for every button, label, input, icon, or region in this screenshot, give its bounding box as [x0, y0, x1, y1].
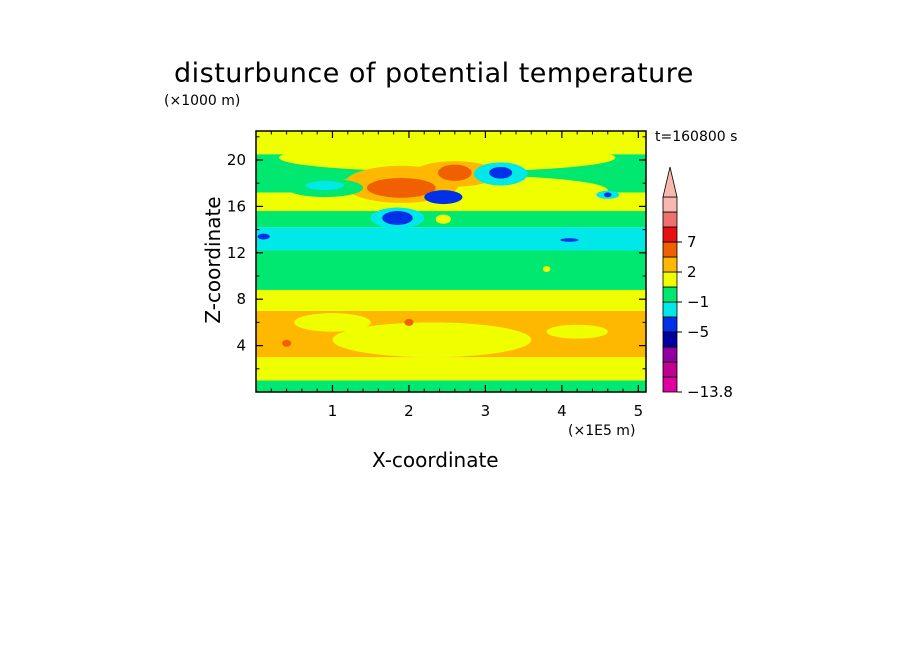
y-tick-label: 16 [227, 197, 246, 215]
contour-blob [382, 211, 413, 225]
y-tick-label: 20 [227, 151, 246, 169]
contour-blob [294, 313, 371, 332]
contour-blob [603, 192, 612, 198]
x-tick-label: 5 [634, 402, 644, 420]
x-axis-label: X-coordinate [372, 448, 499, 472]
contour-blob [560, 238, 579, 242]
colorbar-segment [662, 376, 678, 393]
contour-band [256, 380, 646, 392]
contour-blob [435, 214, 451, 224]
colorbar-segment [662, 271, 678, 288]
contour-blob [332, 322, 532, 358]
contour-blob [489, 166, 513, 179]
colorbar-segment [662, 331, 678, 348]
colorbar-segment [662, 286, 678, 303]
x-tick-label: 1 [328, 402, 338, 420]
colorbar-label: 2 [687, 263, 697, 281]
contour-band [256, 211, 646, 228]
contour-blob [282, 339, 292, 347]
x-tick-label: 4 [557, 402, 567, 420]
x-tick-label: 2 [404, 402, 414, 420]
contour-band [256, 227, 646, 251]
contour-band [256, 357, 646, 381]
contour-blob [546, 324, 608, 339]
contour-band [256, 250, 646, 290]
colorbar-segment [662, 196, 678, 213]
time-label: t=160800 s [655, 129, 738, 145]
plot-frame [255, 130, 647, 393]
contour-blob [305, 180, 344, 191]
contour-blob [438, 164, 472, 181]
y-tick-label: 12 [227, 244, 246, 262]
y-tick-label: 8 [236, 290, 246, 308]
colorbar-segment [662, 301, 678, 318]
colorbar-segment [662, 226, 678, 243]
y-tick-label: 4 [236, 337, 246, 355]
colorbar-label: −13.8 [687, 383, 733, 401]
colorbar-segment [662, 346, 678, 363]
chart-title: disturbunce of potential temperature [174, 58, 694, 89]
contour-blob [366, 177, 436, 198]
y-unit-label: (×1000 m) [164, 93, 241, 109]
x-tick-label: 3 [481, 402, 491, 420]
colorbar-label: 7 [687, 233, 697, 251]
contour-blob [404, 318, 414, 326]
contour-blob [424, 190, 463, 205]
contour-field [256, 131, 646, 392]
colorbar-label: −1 [687, 293, 709, 311]
colorbar-segment [662, 361, 678, 378]
x-unit-label: (×1E5 m) [568, 423, 636, 439]
colorbar-segment [662, 256, 678, 273]
colorbar-segment [662, 211, 678, 228]
colorbar-segment [662, 241, 678, 258]
contour-blob [257, 233, 270, 240]
colorbar-extend-arrow [662, 166, 678, 198]
contour-band [256, 289, 646, 311]
colorbar-label: −5 [687, 323, 709, 341]
colorbar-segment [662, 316, 678, 333]
contour-blob [542, 266, 551, 272]
contour-blob [278, 143, 616, 172]
